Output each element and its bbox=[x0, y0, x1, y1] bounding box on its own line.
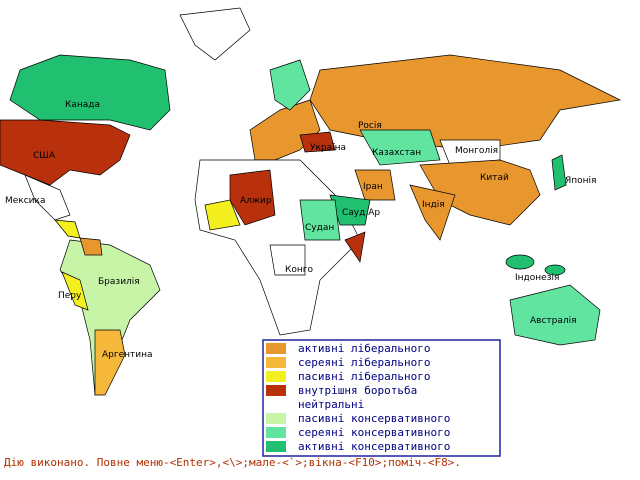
country-label: Бразилія bbox=[98, 277, 140, 287]
country-label: Росія bbox=[358, 121, 382, 131]
legend-swatch bbox=[266, 385, 286, 396]
country-label: Аргентина bbox=[102, 350, 153, 360]
venezuela bbox=[79, 237, 103, 256]
country-label: Судан bbox=[305, 223, 334, 233]
iran bbox=[354, 169, 396, 201]
kazakhstan bbox=[359, 129, 441, 166]
indonesia-2 bbox=[544, 264, 566, 276]
legend-label: внутрішня боротьба bbox=[298, 384, 417, 397]
country-label: Конго bbox=[285, 265, 314, 275]
argentina bbox=[94, 329, 126, 396]
japan bbox=[551, 154, 567, 191]
legend-swatch bbox=[266, 399, 286, 410]
legend-swatch bbox=[266, 413, 286, 424]
legend-swatch bbox=[266, 427, 286, 438]
peru bbox=[61, 271, 89, 311]
country-label: Сауд.Ар bbox=[342, 208, 380, 218]
status-line: Дію виконано. Повне меню-<Enter>,<\>;мал… bbox=[4, 456, 461, 469]
canada bbox=[9, 54, 171, 131]
central-am bbox=[54, 219, 81, 239]
map-labels: Канада США Мексика Бразилія Перу Аргенти… bbox=[5, 100, 596, 360]
legend-label: пасивні консервативного bbox=[298, 412, 450, 425]
world-map bbox=[0, 7, 622, 396]
sudan bbox=[299, 199, 341, 241]
legend-swatch bbox=[266, 441, 286, 452]
country-label: Україна bbox=[310, 143, 346, 153]
australia bbox=[509, 284, 601, 346]
country-label: Австралія bbox=[530, 316, 577, 326]
somalia bbox=[344, 231, 366, 263]
country-label: Індія bbox=[422, 200, 445, 210]
legend-label: пасивні ліберального bbox=[298, 370, 430, 383]
legend-swatch bbox=[266, 343, 286, 354]
ukraine bbox=[299, 131, 336, 153]
country-label: Китай bbox=[480, 173, 509, 183]
west-africa bbox=[204, 199, 241, 231]
legend-label: сереяні консервативного bbox=[298, 426, 450, 439]
congo bbox=[269, 244, 306, 276]
indonesia bbox=[505, 254, 535, 270]
legend-box bbox=[262, 339, 501, 457]
india bbox=[409, 184, 456, 241]
legend-label: нейтральні bbox=[298, 398, 364, 411]
usa bbox=[0, 119, 131, 186]
country-label: США bbox=[33, 151, 56, 161]
legend-label: сереяні ліберального bbox=[298, 356, 430, 369]
legend-swatch bbox=[266, 357, 286, 368]
mexico bbox=[24, 174, 71, 221]
country-label: Монголія bbox=[455, 146, 498, 156]
legend-label: активні ліберального bbox=[298, 342, 430, 355]
country-label: Іран bbox=[363, 182, 383, 192]
country-label: Перу bbox=[58, 291, 82, 301]
country-label: Японія bbox=[565, 176, 596, 186]
country-label: Індонезія bbox=[515, 273, 559, 283]
country-label: Алжир bbox=[240, 196, 272, 206]
scandinavia bbox=[269, 59, 311, 111]
russia bbox=[309, 54, 622, 151]
country-label: Казахстан bbox=[372, 148, 421, 158]
legend-swatch bbox=[266, 371, 286, 382]
greenland bbox=[179, 7, 251, 61]
country-label: Мексика bbox=[5, 196, 46, 206]
country-label: Канада bbox=[65, 100, 100, 110]
algeria bbox=[229, 169, 276, 226]
legend-label: активні консервативного bbox=[298, 440, 450, 453]
